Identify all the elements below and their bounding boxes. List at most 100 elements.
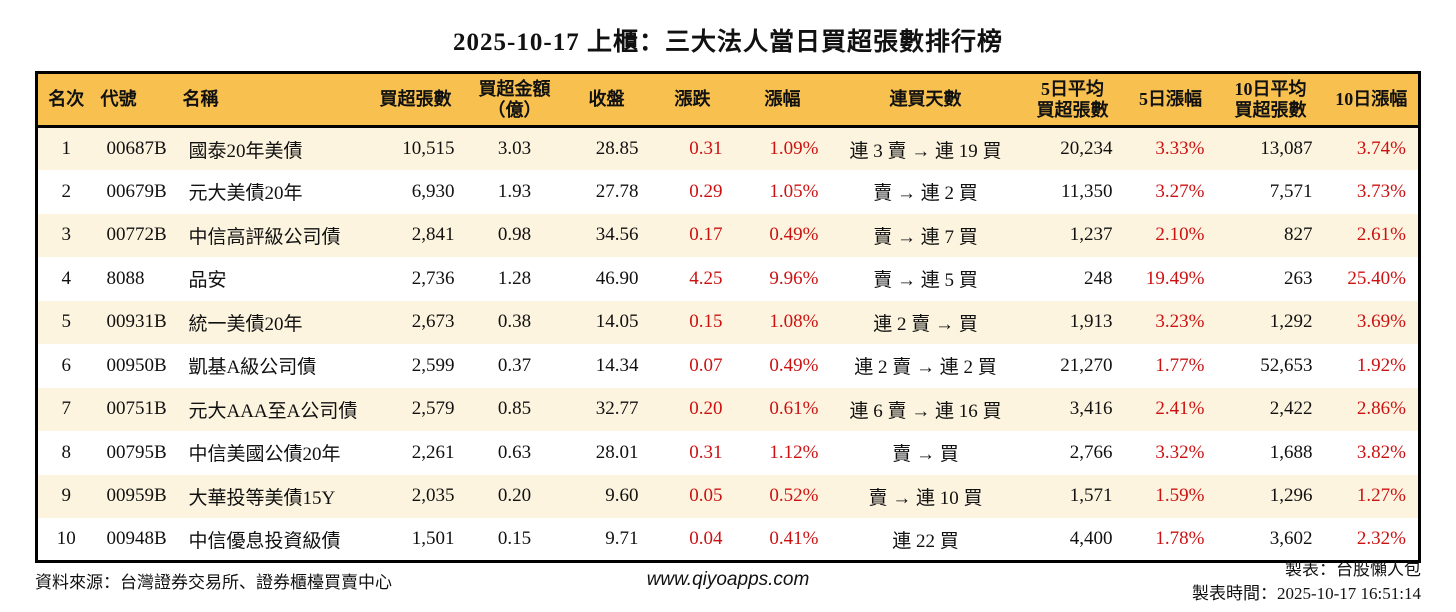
- table-header-row: 名次 代號 名稱 買超張數 買超金額 （億） 收盤 漲跌 漲幅 連買天數 5日平均 買超張數 5日漲…: [36, 72, 1420, 128]
- column-header-pct5: 5日漲幅: [1124, 72, 1217, 128]
- cell-pct5: 3.33%: [1155, 138, 1205, 159]
- table-header: 名次 代號 名稱 買超張數 買超金額 （億） 收盤 漲跌 漲幅 連買天數 5日平均 買超張數 5日漲…: [36, 72, 1420, 128]
- table-row: 9 00959B 大華投等美債15Y 2,035 0.20 9.60 0.05 0.52% 賣 …: [36, 474, 1420, 518]
- cell-change_pct: 0.49%: [769, 224, 819, 246]
- cell-pct5: 2.41%: [1155, 398, 1205, 420]
- cell-name: 中信美國公債20年: [188, 444, 341, 466]
- cell-change: 4.25: [689, 267, 723, 289]
- cell-avg10: 3,602: [1269, 528, 1313, 549]
- cell-pct10: 3.82%: [1356, 441, 1406, 463]
- cell-net_buy: 6,930: [411, 180, 455, 202]
- cell-close: 14.34: [595, 354, 639, 376]
- table-row: 7 00751B 元大AAA至A公司債 2,579 0.85 32.77 0.20 0.61%…: [36, 387, 1420, 431]
- cell-close: 28.01: [595, 441, 639, 463]
- table-row: 8 00795B 中信美國公債20年 2,261 0.63 28.01 0.31 1.12% 賣…: [36, 431, 1420, 475]
- cell-avg10: 263: [1284, 267, 1313, 289]
- cell-code: 8088: [106, 267, 145, 289]
- column-header-code: 代號: [94, 72, 177, 128]
- cell-avg10: 1,688: [1269, 441, 1313, 463]
- cell-change: 0.07: [689, 354, 723, 376]
- column-header-name: 名稱: [176, 72, 365, 128]
- cell-close: 14.05: [595, 311, 639, 333]
- maker-label: 製表：台股懶人包: [1285, 560, 1421, 579]
- cell-amount: 0.85: [497, 398, 532, 420]
- table-body: 1 00687B 國泰20年美債 10,515 3.03 28.85 0.31 1.09% 連 …: [36, 126, 1420, 562]
- cell-streak: 賣 → 連 5 買: [873, 270, 978, 292]
- cell-name: 大華投等美債15Y: [188, 487, 336, 509]
- cell-streak: 賣 → 連 7 買: [873, 226, 978, 248]
- cell-streak: 賣 → 連 2 買: [873, 183, 978, 205]
- cell-close: 46.90: [595, 267, 639, 289]
- cell-avg5: 4,400: [1069, 528, 1113, 549]
- cell-streak: 連 22 買: [892, 530, 959, 552]
- cell-avg5: 21,270: [1060, 354, 1113, 376]
- cell-name: 中信高評級公司債: [188, 226, 341, 248]
- data-source-note: 資料來源：台灣證券交易所、證券櫃檯買賣中心: [35, 573, 392, 592]
- cell-change_pct: 0.41%: [769, 528, 819, 549]
- cell-avg5: 3,416: [1069, 398, 1113, 420]
- column-header-close: 收盤: [562, 72, 651, 128]
- cell-change_pct: 0.52%: [769, 485, 819, 507]
- cell-change_pct: 1.05%: [769, 180, 819, 202]
- cell-code: 00959B: [106, 485, 167, 507]
- cell-pct10: 2.86%: [1356, 398, 1406, 420]
- cell-avg5: 2,766: [1069, 441, 1113, 463]
- cell-pct10: 3.74%: [1356, 138, 1406, 159]
- cell-avg10: 827: [1284, 224, 1313, 246]
- cell-avg5: 1,571: [1069, 485, 1113, 507]
- cell-code: 00751B: [106, 398, 167, 420]
- cell-change_pct: 1.08%: [769, 311, 819, 333]
- cell-close: 32.77: [595, 398, 639, 420]
- column-header-streak: 連買天數: [830, 72, 1021, 128]
- column-header-avg5: 5日平均 買超張數: [1020, 72, 1125, 128]
- cell-amount: 0.38: [497, 311, 532, 333]
- cell-change: 0.20: [689, 398, 723, 420]
- cell-pct5: 3.27%: [1155, 180, 1205, 202]
- cell-name: 元大AAA至A公司債: [188, 400, 358, 422]
- cell-change_pct: 9.96%: [769, 267, 819, 289]
- column-header-change: 漲跌: [650, 72, 735, 128]
- cell-close: 9.71: [605, 528, 639, 549]
- cell-amount: 1.93: [497, 180, 532, 202]
- cell-close: 9.60: [605, 485, 639, 507]
- cell-streak: 連 2 賣 → 買: [873, 313, 978, 335]
- cell-change: 0.15: [689, 311, 723, 333]
- cell-pct5: 19.49%: [1145, 267, 1205, 289]
- cell-pct10: 2.32%: [1356, 528, 1406, 549]
- cell-rank: 4: [61, 267, 72, 289]
- cell-name: 統一美債20年: [188, 313, 303, 335]
- column-header-avg10: 10日平均 買超張數: [1216, 72, 1325, 128]
- cell-rank: 1: [61, 138, 72, 159]
- cell-amount: 0.37: [497, 354, 532, 376]
- cell-rank: 5: [61, 311, 72, 333]
- cell-rank: 2: [61, 180, 72, 202]
- cell-avg5: 11,350: [1060, 180, 1113, 202]
- table-row: 3 00772B 中信高評級公司債 2,841 0.98 34.56 0.17 0.49% 賣 …: [36, 213, 1420, 257]
- column-header-amount: 買超金額 （億）: [466, 72, 563, 128]
- cell-streak: 賣 → 買: [892, 444, 959, 466]
- cell-avg10: 52,653: [1260, 354, 1313, 376]
- cell-change: 0.17: [689, 224, 723, 246]
- cell-avg10: 2,422: [1269, 398, 1313, 420]
- cell-avg10: 1,296: [1269, 485, 1313, 507]
- cell-net_buy: 2,673: [411, 311, 455, 333]
- cell-avg10: 7,571: [1269, 180, 1313, 202]
- cell-avg5: 20,234: [1060, 138, 1113, 159]
- cell-name: 凱基A級公司債: [188, 357, 317, 379]
- cell-pct5: 3.23%: [1155, 311, 1205, 333]
- website-text: www.qiyoapps.com: [646, 569, 810, 590]
- cell-code: 00950B: [106, 354, 167, 376]
- table-row: 1 00687B 國泰20年美債 10,515 3.03 28.85 0.31 1.09% 連 …: [36, 126, 1420, 170]
- cell-name: 中信優息投資級債: [188, 530, 341, 552]
- cell-pct5: 2.10%: [1155, 224, 1205, 246]
- cell-pct5: 3.32%: [1155, 441, 1205, 463]
- cell-change_pct: 0.61%: [769, 398, 819, 420]
- cell-close: 28.85: [595, 138, 639, 159]
- cell-net_buy: 10,515: [402, 138, 455, 159]
- cell-change: 0.04: [689, 528, 723, 549]
- cell-code: 00795B: [106, 441, 167, 463]
- table-row: 6 00950B 凱基A級公司債 2,599 0.37 14.34 0.07 0.49% 連 2…: [36, 344, 1420, 388]
- table-row: 10 00948B 中信優息投資級債 1,501 0.15 9.71 0.04 0.41% 連 …: [36, 518, 1420, 562]
- cell-net_buy: 2,736: [411, 267, 455, 289]
